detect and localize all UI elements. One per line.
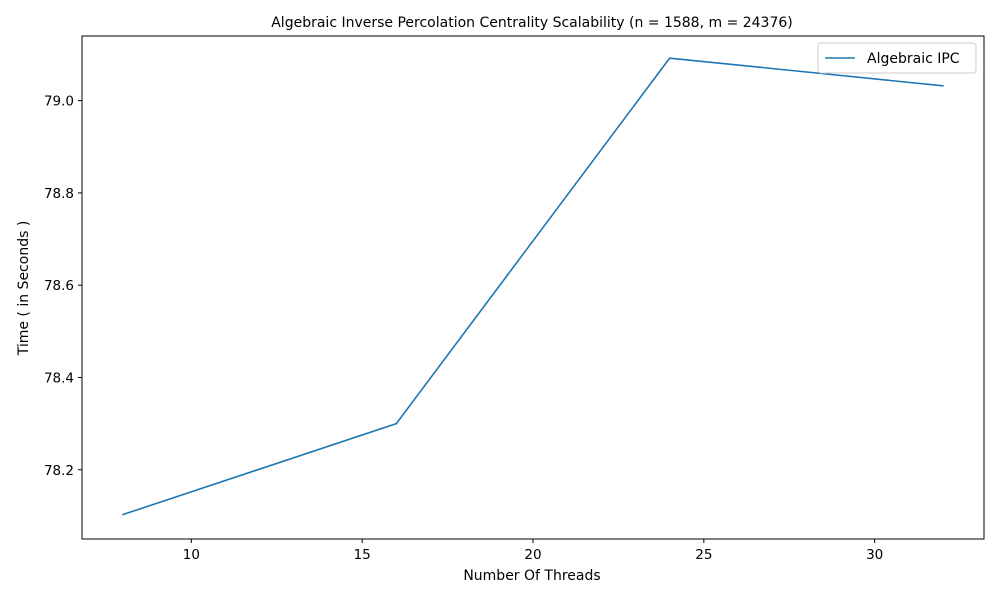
- x-tick-label: 25: [695, 547, 712, 563]
- x-axis-label: Number Of Threads: [463, 568, 600, 584]
- data-point: [668, 57, 671, 59]
- data-point: [395, 422, 398, 425]
- y-tick-label: 78.8: [44, 186, 74, 202]
- legend: Algebraic IPC: [817, 42, 977, 74]
- x-tick-label: 30: [866, 547, 883, 563]
- data-point: [942, 85, 944, 87]
- y-tick-label: 78.2: [44, 463, 74, 479]
- chart-title: Algebraic Inverse Percolation Centrality…: [271, 15, 793, 31]
- x-tick-label: 20: [524, 547, 541, 563]
- series-layer: [122, 57, 944, 516]
- x-axis-ticks: 10 15 20 25 30: [183, 539, 883, 563]
- plot-frame: [81, 35, 985, 540]
- x-tick-label: 15: [354, 547, 371, 563]
- legend-box: [817, 42, 977, 74]
- x-tick-label: 10: [183, 547, 200, 563]
- data-point: [122, 513, 124, 516]
- y-tick-label: 78.6: [44, 278, 74, 294]
- y-axis-label: Time ( in Seconds ): [16, 221, 32, 357]
- series-line-0: [122, 57, 944, 516]
- y-axis-ticks: 78.2 78.4 78.6 78.8 79.0: [44, 94, 82, 479]
- y-tick-label: 79.0: [44, 94, 74, 110]
- legend-label-algebraic-ipc: Algebraic IPC: [867, 51, 960, 67]
- y-tick-label: 78.4: [44, 370, 74, 386]
